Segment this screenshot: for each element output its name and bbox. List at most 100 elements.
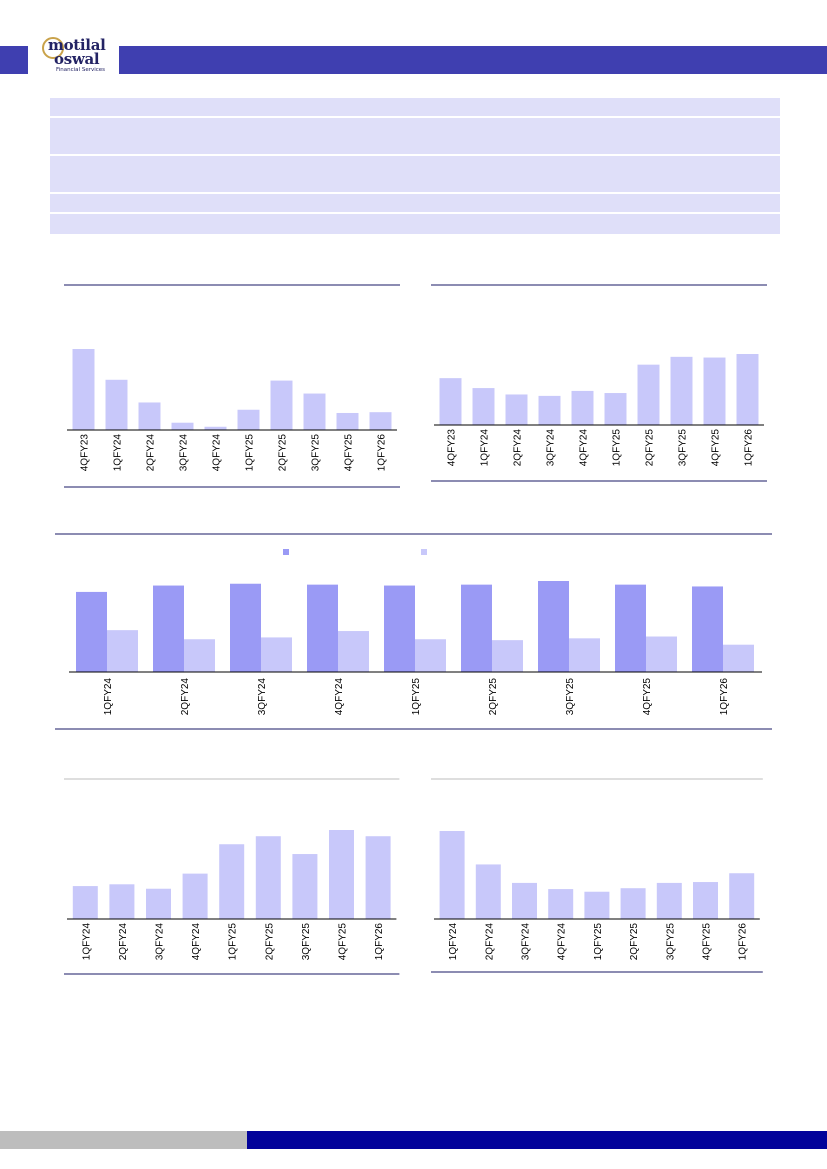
bar [153, 585, 184, 672]
bar [237, 409, 260, 430]
x-tick-label: 3QFY24 [257, 678, 268, 716]
bar [569, 638, 600, 672]
bar [270, 380, 293, 430]
bar [184, 639, 215, 672]
x-tick-label: 4QFY23 [447, 429, 458, 467]
x-tick-label: 4QFY23 [80, 434, 91, 472]
bar [109, 884, 135, 919]
bar [723, 644, 754, 672]
x-tick-label: 2QFY25 [629, 923, 640, 961]
header-left-tab [0, 46, 28, 74]
table-panel [50, 98, 780, 234]
bar [538, 395, 561, 425]
logo-line1: motilal [48, 36, 106, 54]
bar [693, 882, 718, 919]
bar [692, 586, 723, 672]
bar [615, 584, 646, 672]
bar [637, 364, 660, 425]
bar [365, 836, 391, 919]
x-tick-label: 1QFY24 [103, 678, 114, 716]
bar [646, 636, 677, 672]
x-tick-label: 4QFY25 [642, 678, 653, 716]
x-tick-label: 2QFY24 [484, 923, 495, 961]
legend-swatch [421, 549, 427, 555]
x-tick-label: 3QFY25 [311, 434, 322, 472]
bar [107, 630, 138, 672]
x-tick-label: 1QFY25 [228, 923, 239, 961]
brand-logo: motilal oswal Financial Services [40, 34, 120, 78]
x-tick-label: 1QFY26 [738, 923, 749, 961]
x-tick-label: 1QFY26 [377, 434, 388, 472]
x-tick-label: 2QFY24 [146, 434, 157, 472]
logo-line2: oswal [54, 50, 100, 68]
bar [72, 349, 95, 430]
x-tick-label: 1QFY24 [81, 923, 92, 961]
x-tick-label: 1QFY24 [448, 923, 459, 961]
x-tick-label: 1QFY24 [113, 434, 124, 472]
table-row [50, 214, 780, 234]
x-tick-label: 2QFY24 [513, 429, 524, 467]
x-tick-label: 1QFY25 [612, 429, 623, 467]
table-row [50, 98, 780, 116]
x-tick-label: 1QFY26 [719, 678, 730, 716]
bar [384, 585, 415, 672]
bar [261, 637, 292, 672]
bar [105, 379, 128, 430]
bar [255, 836, 281, 919]
table-row [50, 156, 780, 192]
bar [307, 584, 338, 672]
bar [76, 591, 107, 672]
x-tick-label: 4QFY24 [579, 429, 590, 467]
bar [415, 639, 446, 672]
bar [138, 402, 161, 430]
bar [292, 854, 318, 919]
bar [338, 631, 369, 672]
bar [219, 844, 245, 919]
bar [729, 873, 755, 919]
table-row [50, 118, 780, 154]
x-tick-label: 4QFY24 [191, 923, 202, 961]
x-tick-label: 2QFY25 [488, 678, 499, 716]
x-tick-label: 4QFY25 [344, 434, 355, 472]
x-tick-label: 3QFY24 [155, 923, 166, 961]
bar [620, 888, 646, 919]
table-row [50, 194, 780, 212]
bar [475, 864, 501, 919]
bar [604, 393, 627, 425]
bar [369, 412, 392, 430]
x-tick-label: 3QFY24 [179, 434, 190, 472]
bar [72, 886, 98, 919]
bar [171, 422, 194, 430]
x-tick-label: 3QFY25 [301, 923, 312, 961]
bar [182, 873, 208, 919]
x-tick-label: 3QFY25 [565, 678, 576, 716]
bar [146, 888, 171, 919]
x-tick-label: 4QFY25 [711, 429, 722, 467]
x-tick-label: 4QFY24 [212, 434, 223, 472]
bar [656, 882, 682, 919]
x-tick-label: 1QFY26 [374, 923, 385, 961]
x-tick-label: 2QFY25 [278, 434, 289, 472]
bar [439, 831, 465, 919]
x-tick-label: 2QFY24 [180, 678, 191, 716]
bar [336, 412, 359, 430]
x-tick-label: 1QFY25 [593, 923, 604, 961]
bar [303, 393, 326, 430]
x-tick-label: 4QFY25 [338, 923, 349, 961]
chart-panel-bottom-left: 1QFY24 2QFY24 3QFY24 4QFY24 1QFY25 2QFY25 3QFY… [64, 778, 400, 975]
x-tick-label: 2QFY25 [264, 923, 275, 961]
x-tick-label: 4QFY24 [557, 923, 568, 961]
x-tick-label: 2QFY25 [645, 429, 656, 467]
bar [472, 388, 495, 425]
header-bar [119, 46, 827, 74]
bar [230, 583, 261, 672]
x-tick-label: 4QFY24 [334, 678, 345, 716]
bar [512, 882, 537, 919]
footer-bar-right [247, 1131, 827, 1149]
x-tick-label: 3QFY25 [678, 429, 689, 467]
bar [439, 378, 462, 425]
bar [329, 830, 354, 919]
footer-bar-left [0, 1131, 247, 1149]
bar [204, 426, 227, 430]
bar [670, 356, 693, 425]
